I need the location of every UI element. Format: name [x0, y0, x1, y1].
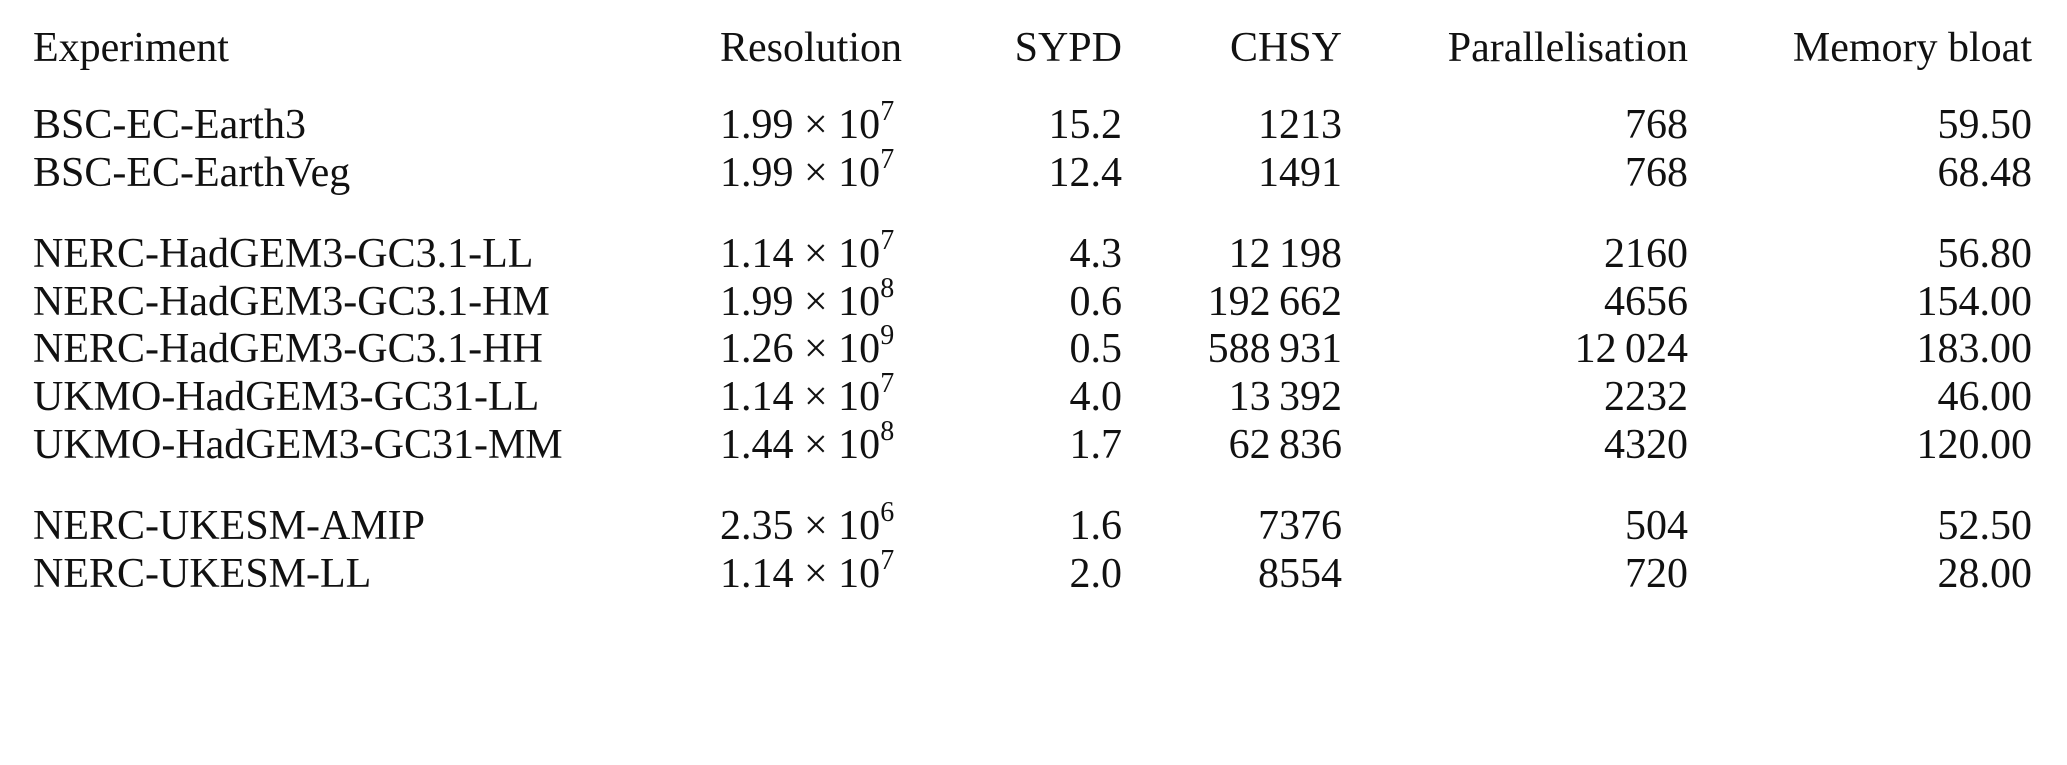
experiment-name: NERC-UKESM-AMIP	[33, 503, 426, 550]
table-cell: 192 662	[1207, 278, 1342, 325]
resolution-base: 1.26 × 10	[720, 326, 881, 373]
experiment-name: BSC-EC-EarthVeg	[33, 149, 351, 196]
table-cell: 4.0	[1069, 374, 1123, 420]
resolution-exponent: 7	[880, 544, 895, 576]
table-cell: 1.99 × 107	[720, 98, 894, 148]
experiment-name: UKMO-HadGEM3-GC31-LL	[33, 374, 540, 420]
table-cell: 2.35 × 106	[720, 499, 894, 550]
table-cell: 588 931	[1207, 326, 1342, 373]
resolution-base: 1.14 × 10	[720, 374, 881, 420]
table-cell: 2232	[1604, 374, 1688, 420]
resolution-base: 1.99 × 10	[720, 149, 881, 196]
resolution-exponent: 8	[880, 272, 895, 304]
table-cell: 1.14 × 107	[720, 546, 894, 597]
table-cell: 0.5	[1069, 326, 1123, 373]
table-cell: 1.14 × 107	[720, 227, 894, 278]
table-cell: 28.00	[1937, 550, 2033, 597]
resolution-exponent: 7	[880, 96, 895, 127]
table-cell: 768	[1625, 149, 1688, 196]
experiment-name: NERC-HadGEM3-GC3.1-HH	[33, 326, 543, 373]
resolution-base: 2.35 × 10	[720, 503, 881, 550]
resolution-base: 1.44 × 10	[720, 421, 881, 468]
table-cell: 720	[1625, 550, 1688, 597]
table-cell: 12.4	[1048, 149, 1123, 196]
table-cell: 183.00	[1916, 326, 2033, 373]
resolution-exponent: 9	[880, 320, 895, 352]
column-header: SYPD	[1014, 25, 1122, 71]
experiment-name: NERC-HadGEM3-GC3.1-HM	[33, 278, 550, 325]
table-cell: 62 836	[1228, 421, 1342, 468]
column-header: CHSY	[1229, 25, 1342, 71]
table-cell: 1.99 × 108	[720, 274, 894, 325]
table-cell: 46.00	[1937, 374, 2033, 420]
resolution-base: 1.99 × 10	[720, 278, 881, 325]
column-header: Memory bloat	[1792, 25, 2032, 71]
table-cell: 504	[1625, 503, 1688, 550]
table-cell: 154.00	[1916, 278, 2033, 325]
table-cell: 2.0	[1069, 550, 1123, 597]
table-cell: 15.2	[1048, 102, 1123, 148]
table-cell: 1.6	[1069, 503, 1123, 550]
table-cell: 52.50	[1937, 503, 2033, 550]
table-cell: 0.6	[1069, 278, 1123, 325]
column-header: Experiment	[33, 25, 229, 71]
table-cell: 8554	[1258, 550, 1342, 597]
table-cell: 120.00	[1916, 421, 2033, 468]
resolution-exponent: 6	[880, 497, 895, 529]
table-cell: 768	[1625, 102, 1688, 148]
experiment-name: UKMO-HadGEM3-GC31-MM	[33, 421, 563, 468]
table-cell: 4320	[1604, 421, 1688, 468]
column-header: Parallelisation	[1447, 25, 1688, 71]
table-cell: 2160	[1604, 231, 1688, 278]
resolution-base: 1.14 × 10	[720, 550, 881, 597]
resolution-exponent: 8	[880, 415, 895, 447]
resolution-exponent: 7	[880, 143, 895, 175]
experiment-name: NERC-UKESM-LL	[33, 550, 372, 597]
table-cell: 4.3	[1069, 231, 1123, 278]
table-cell: 1.99 × 107	[720, 145, 894, 196]
table-cell: 1491	[1258, 149, 1342, 196]
table-cell: 1.26 × 109	[720, 322, 894, 373]
table-cell: 59.50	[1937, 102, 2033, 148]
table-cell: 7376	[1258, 503, 1342, 550]
resolution-base: 1.99 × 10	[720, 102, 881, 148]
table-cell: 4656	[1604, 278, 1688, 325]
experiment-name: NERC-HadGEM3-GC3.1-LL	[33, 231, 534, 278]
table-cell: 1.7	[1069, 421, 1123, 468]
table-cell: 56.80	[1937, 231, 2033, 278]
table-cell: 1.14 × 107	[720, 370, 894, 420]
resolution-exponent: 7	[880, 368, 895, 399]
resolution-base: 1.14 × 10	[720, 231, 881, 278]
column-header: Resolution	[720, 25, 903, 71]
resolution-exponent: 7	[880, 225, 895, 257]
table-cell: 12 198	[1228, 231, 1342, 278]
table-cell: 13 392	[1228, 374, 1342, 420]
table-cell: 68.48	[1937, 149, 2033, 196]
table-cell: 1.44 × 108	[720, 417, 894, 468]
table-cell: 12 024	[1574, 326, 1688, 373]
experiment-name: BSC-EC-Earth3	[33, 102, 306, 148]
table-cell: 1213	[1258, 102, 1342, 148]
